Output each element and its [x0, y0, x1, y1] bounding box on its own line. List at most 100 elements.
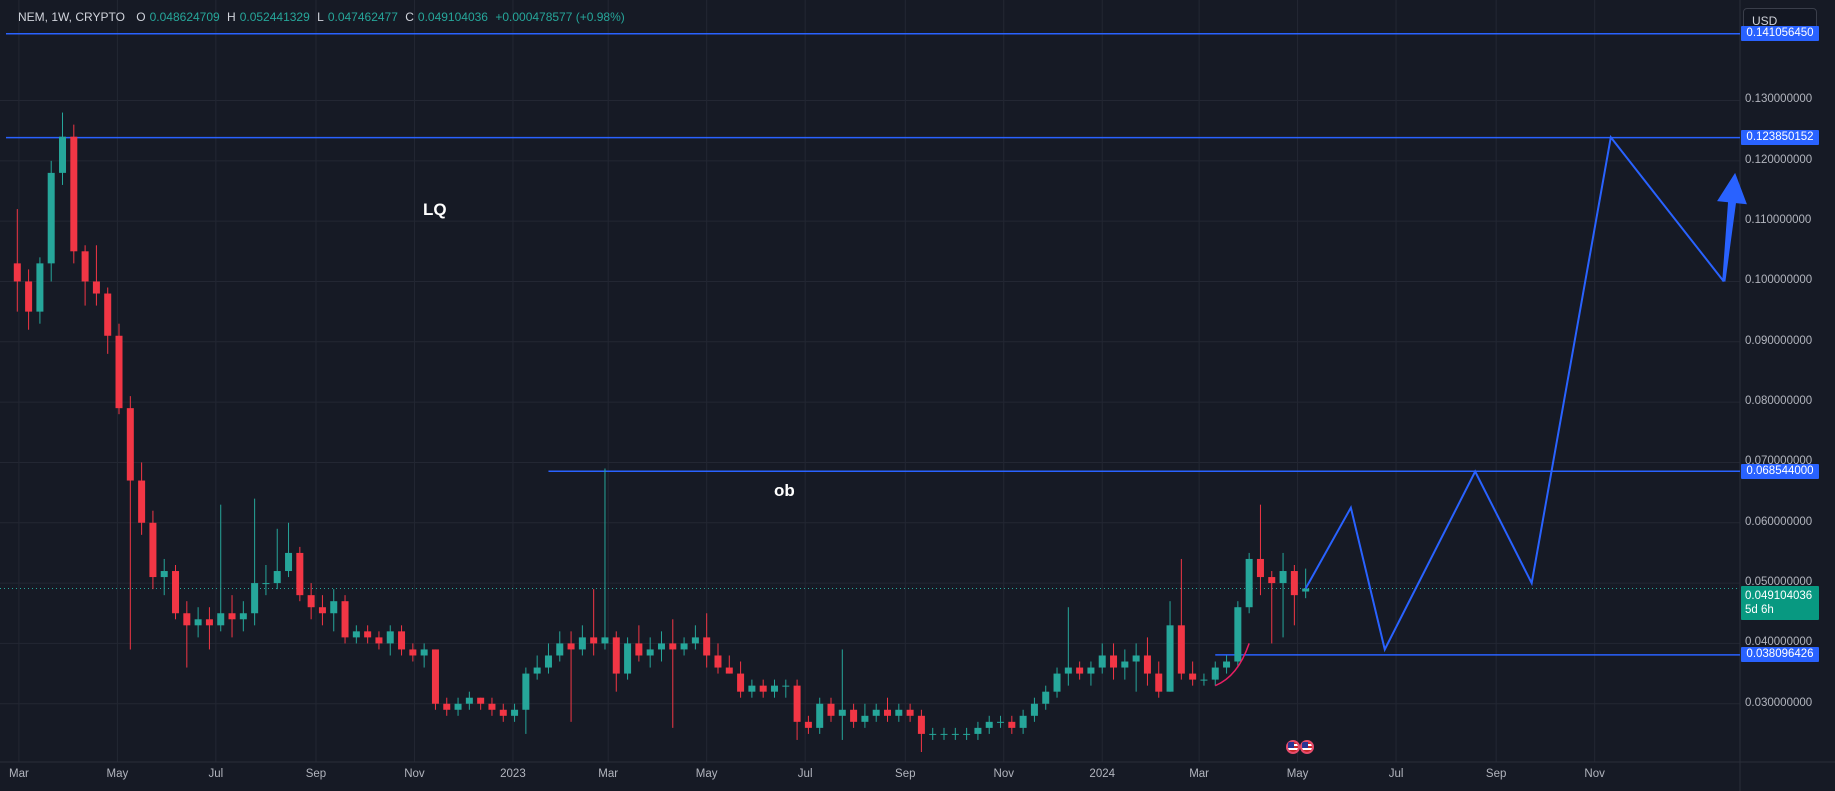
candle-body [1279, 571, 1287, 584]
candle-body [465, 697, 473, 704]
candle-body [1223, 661, 1231, 668]
candle-body [1110, 655, 1118, 668]
candle-body [850, 709, 858, 722]
candle-body [861, 715, 869, 722]
candle-body [511, 709, 519, 716]
candle-body [522, 673, 530, 710]
candle-body [477, 697, 485, 704]
level-price-badge: 0.038096426 [1741, 647, 1819, 663]
countdown-label: 5d 6h [1745, 604, 1774, 616]
candle-body [703, 637, 711, 656]
candle-body [748, 685, 756, 692]
candle-body [997, 721, 1005, 723]
drawing-layer [1214, 134, 1747, 687]
candle-body [239, 613, 247, 620]
price-tick-label: 0.060000000 [1745, 515, 1813, 528]
support-curve [1214, 643, 1250, 687]
time-tick-label: May [695, 768, 718, 780]
candle-body [1087, 667, 1095, 674]
time-tick-label: Mar [9, 768, 29, 780]
candle-body [149, 522, 157, 578]
projection-path [1304, 134, 1725, 653]
candle-body [804, 721, 812, 728]
candle-body [488, 703, 496, 710]
price-tick-label: 0.030000000 [1745, 696, 1813, 709]
open-value: 0.048624709 [149, 10, 220, 24]
annotation-lq[interactable]: LQ [423, 200, 447, 219]
candle-body [1177, 625, 1185, 674]
level-price-badge: 0.141056450 [1741, 26, 1819, 42]
candle-body [1064, 667, 1072, 674]
price-tick-label: 0.080000000 [1745, 395, 1813, 408]
candle-body [499, 709, 507, 716]
candle-body [1008, 721, 1016, 728]
time-tick-label: Mar [598, 768, 619, 780]
candle-body [1030, 703, 1038, 716]
time-tick-label: Nov [404, 768, 425, 780]
candle-body [963, 733, 971, 735]
candle-body [929, 733, 937, 735]
candle-body [1121, 661, 1129, 668]
candle-body [160, 571, 168, 578]
candle-body [556, 643, 564, 656]
candle-body [70, 136, 78, 252]
candle-body [1166, 625, 1174, 692]
candle-body [1132, 655, 1140, 662]
level-price-badge: 0.068544000 [1741, 463, 1819, 479]
candle-body [974, 727, 982, 734]
symbol-title[interactable]: NEM, 1W, CRYPTO [18, 10, 125, 24]
candle-body [1042, 691, 1050, 704]
up-arrow [1717, 172, 1747, 282]
candle-body [601, 637, 609, 644]
candle-body [544, 655, 552, 668]
close-value: 0.049104036 [417, 10, 488, 24]
candle-body [25, 281, 33, 312]
candle-body [872, 709, 880, 716]
time-tick-label: Sep [895, 768, 916, 780]
us-flag-event-icon[interactable] [1286, 740, 1300, 754]
candle-body [251, 583, 259, 614]
us-flag-event-icon[interactable] [1300, 740, 1314, 754]
candle-body [1189, 673, 1197, 680]
candle-body [567, 643, 575, 650]
candle-body [273, 571, 281, 584]
candle-body [1268, 577, 1276, 584]
candle-body [906, 709, 914, 716]
price-tick-label: 0.130000000 [1745, 93, 1813, 106]
annotation-ob[interactable]: ob [774, 481, 795, 500]
current-price-label: 0.049104036 [1745, 590, 1813, 602]
candle-body [1076, 667, 1084, 674]
candle-body [838, 709, 846, 716]
candle-body [307, 595, 315, 608]
level-price-badge: 0.123850152 [1741, 130, 1819, 146]
time-tick-label: 2024 [1089, 768, 1116, 780]
candle-body [657, 643, 665, 650]
candle-body [205, 619, 213, 626]
price-tick-label: 0.110000000 [1745, 214, 1812, 227]
candle-body [217, 613, 225, 626]
ohlc-header: NEM, 1W, CRYPTO O 0.048624709 H 0.05244132… [18, 10, 629, 24]
candle-body [443, 703, 451, 710]
candle-body [352, 631, 360, 638]
time-tick-label: Sep [1485, 768, 1507, 780]
candle-body [940, 733, 948, 735]
candle-body [714, 655, 722, 668]
candle-body [296, 552, 304, 596]
candle-body [1200, 679, 1208, 681]
candle-body [341, 601, 349, 638]
candles [13, 112, 1310, 752]
candle-body [951, 733, 959, 735]
horizontal-levels [0, 33, 1740, 656]
candle-body [318, 607, 326, 614]
candle-body [409, 649, 417, 656]
candle-body [36, 263, 44, 312]
candle-body [770, 685, 778, 692]
candle-body [1053, 673, 1061, 692]
candle-body [126, 408, 134, 481]
price-tick-label: 0.120000000 [1745, 153, 1813, 166]
candle-body [285, 552, 293, 572]
candle-body [1302, 588, 1310, 592]
